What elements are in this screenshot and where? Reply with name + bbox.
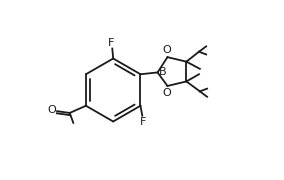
Text: O: O xyxy=(47,105,56,115)
Text: F: F xyxy=(108,38,114,48)
Text: O: O xyxy=(162,88,171,98)
Text: O: O xyxy=(162,45,171,55)
Text: F: F xyxy=(140,117,146,127)
Text: B: B xyxy=(158,67,166,76)
